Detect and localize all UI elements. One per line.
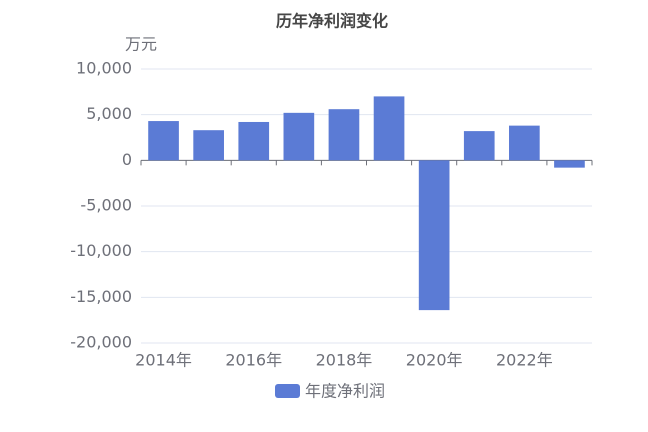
x-tick-label: 2020年 (406, 351, 463, 370)
y-tick-label: 10,000 (76, 59, 132, 78)
bar (373, 96, 405, 161)
x-tick-label: 2016年 (225, 351, 282, 370)
bar (238, 121, 270, 161)
y-axis-label: 万元 (125, 35, 157, 54)
y-tick-label: -20,000 (70, 333, 132, 352)
chart-title: 历年净利润变化 (276, 12, 388, 31)
bar (328, 109, 360, 161)
bar (418, 160, 450, 311)
bar (554, 160, 585, 168)
y-tick-label: -10,000 (70, 241, 132, 260)
legend-swatch (275, 384, 300, 398)
x-tick-label: 2014年 (135, 351, 192, 370)
y-tick-label: -15,000 (70, 287, 132, 306)
y-tick-label: 0 (122, 150, 132, 169)
legend-label: 年度净利润 (305, 382, 385, 401)
y-tick-label: -5,000 (80, 196, 132, 215)
bar (509, 125, 540, 161)
bar (463, 131, 495, 161)
x-tick-label: 2018年 (316, 351, 373, 370)
bar (283, 112, 315, 161)
y-tick-label: 5,000 (86, 104, 132, 123)
x-tick-label: 2022年 (496, 351, 553, 370)
bar (193, 130, 224, 161)
bar (148, 121, 179, 161)
